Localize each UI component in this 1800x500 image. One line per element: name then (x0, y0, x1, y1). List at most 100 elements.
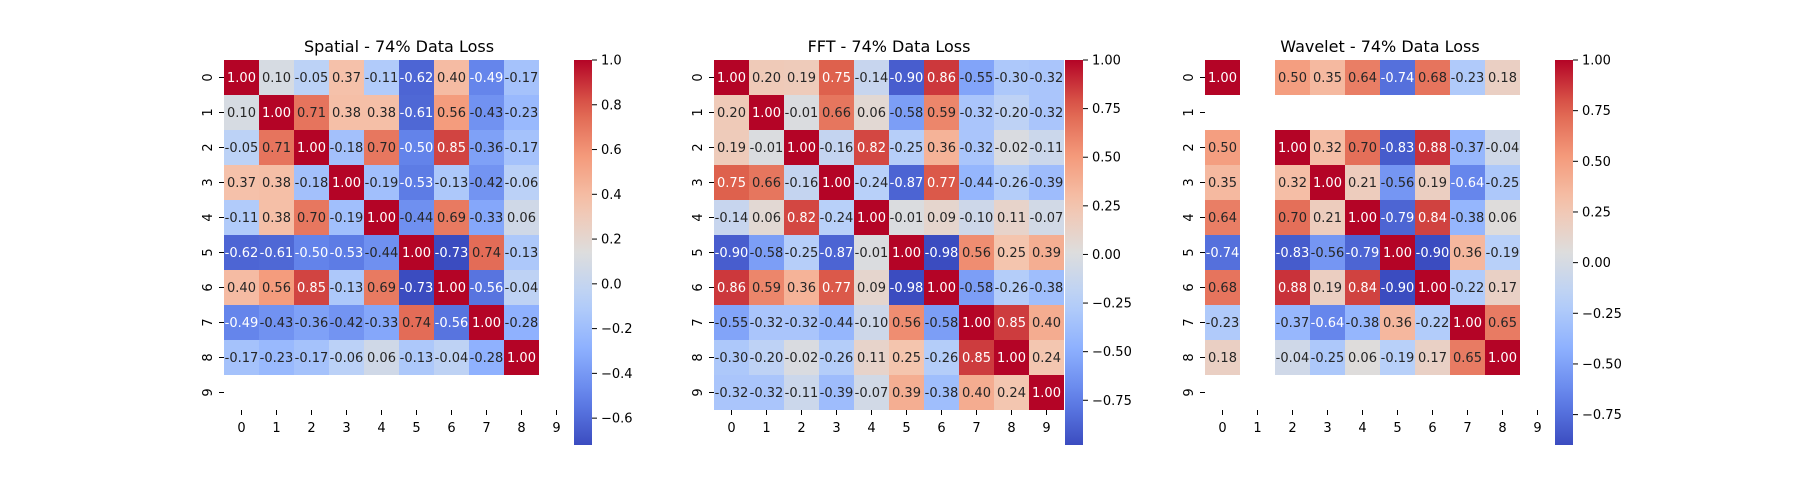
heatmap-cell (1485, 165, 1520, 200)
cell-value-label: -0.44 (960, 176, 994, 191)
heatmap-cell (469, 305, 504, 340)
y-tick-label: 7 (201, 318, 216, 326)
cell-value-label: -0.43 (470, 106, 504, 121)
cell-value-label: -0.14 (855, 71, 889, 86)
heatmap-cell (819, 375, 854, 410)
cell-value-label: -0.32 (1030, 106, 1064, 121)
x-tick-label: 2 (1288, 421, 1296, 436)
heatmap-cell (749, 200, 784, 235)
cell-value-label: 0.56 (962, 246, 991, 261)
colorbar-tick-label: 0.00 (1582, 256, 1611, 271)
heatmap-cell (1275, 130, 1310, 165)
x-tick-label: 6 (447, 421, 455, 436)
cell-value-label: 0.88 (1278, 281, 1307, 296)
heatmap-cell (749, 375, 784, 410)
cell-value-label: -0.36 (470, 141, 504, 156)
cell-value-label: -0.06 (505, 176, 539, 191)
cell-value-label: 0.21 (1348, 176, 1377, 191)
colorbar (1065, 60, 1083, 445)
heatmap-cell (504, 235, 539, 270)
heatmap-cell (1450, 165, 1485, 200)
heatmap-cell (819, 165, 854, 200)
cell-value-label: 0.20 (717, 106, 746, 121)
heatmap-cell (364, 60, 399, 95)
x-tick-label: 8 (517, 421, 525, 436)
heatmap-cell (1415, 130, 1450, 165)
cell-value-label: -0.11 (365, 71, 399, 86)
heatmap-cell (714, 340, 749, 375)
heatmap-cell (749, 165, 784, 200)
heatmap-cell (364, 270, 399, 305)
y-tick-label: 9 (201, 388, 216, 396)
cell-value-label: 0.77 (822, 281, 851, 296)
heatmap-cell (469, 270, 504, 305)
cell-value-label: 0.36 (787, 281, 816, 296)
cell-value-label: -0.62 (225, 246, 259, 261)
cell-value-label: 0.50 (1208, 141, 1237, 156)
heatmap-cell (469, 340, 504, 375)
cell-value-label: -0.32 (750, 316, 784, 331)
colorbar-tick-label: 0.75 (1582, 104, 1611, 119)
y-tick-label: 5 (201, 248, 216, 256)
heatmap-cell (1345, 165, 1380, 200)
x-tick-label: 0 (237, 421, 245, 436)
cell-value-label: -0.04 (1276, 351, 1310, 366)
heatmap-cell (714, 200, 749, 235)
cell-value-label: 0.50 (1278, 71, 1307, 86)
x-tick-label: 6 (1428, 421, 1436, 436)
cell-value-label: -0.25 (785, 246, 819, 261)
cell-value-label: -0.50 (400, 141, 434, 156)
heatmap-cell (714, 270, 749, 305)
cell-value-label: 0.70 (1348, 141, 1377, 156)
chart-title: Wavelet - 74% Data Loss (1280, 37, 1479, 56)
heatmap-cell (329, 165, 364, 200)
colorbar-tick-label: −0.25 (1582, 307, 1622, 322)
heatmap-cell (329, 305, 364, 340)
heatmap-cell (504, 60, 539, 95)
heatmap-cell (1450, 60, 1485, 95)
heatmap-cell (784, 130, 819, 165)
cell-value-label: 1.00 (1208, 71, 1237, 86)
cell-value-label: -0.38 (1346, 316, 1380, 331)
cell-value-label: 0.84 (1348, 281, 1377, 296)
cell-value-label: 0.19 (1418, 176, 1447, 191)
heatmap-cell (224, 95, 259, 130)
cell-value-label: 0.82 (787, 211, 816, 226)
cell-value-label: 0.06 (367, 351, 396, 366)
cell-value-label: -0.73 (400, 281, 434, 296)
x-tick-label: 1 (762, 421, 770, 436)
heatmap-cell (1380, 340, 1415, 375)
heatmap-cell (1275, 60, 1310, 95)
cell-value-label: 1.00 (1313, 176, 1342, 191)
colorbar-tick-label: 0.0 (601, 277, 622, 292)
cell-value-label: -0.53 (330, 246, 364, 261)
heatmap-cell (1380, 130, 1415, 165)
cell-value-label: -0.90 (890, 71, 924, 86)
y-tick-label: 1 (1182, 108, 1197, 116)
heatmap-cell (749, 270, 784, 305)
cell-value-label: 0.35 (1208, 176, 1237, 191)
x-tick-label: 6 (937, 421, 945, 436)
x-tick-label: 7 (482, 421, 490, 436)
heatmap-cell (1415, 165, 1450, 200)
chart-title: Spatial - 74% Data Loss (304, 37, 494, 56)
heatmap-cell (994, 340, 1029, 375)
cell-value-label: 1.00 (1488, 351, 1517, 366)
cell-value-label: -0.26 (820, 351, 854, 366)
heatmap-cell (294, 305, 329, 340)
heatmap-cell (1415, 305, 1450, 340)
heatmap-cell (224, 270, 259, 305)
cell-value-label: -0.13 (400, 351, 434, 366)
colorbar-tick-label: −0.6 (601, 412, 633, 427)
cell-value-label: 0.75 (822, 71, 851, 86)
cell-value-label: 0.18 (1488, 71, 1517, 86)
cell-value-label: 1.00 (507, 351, 536, 366)
heatmap-cell (819, 130, 854, 165)
heatmap-cell (784, 305, 819, 340)
heatmap-cell (504, 270, 539, 305)
heatmap-cell (959, 130, 994, 165)
cell-value-label: -0.01 (750, 141, 784, 156)
heatmap-cell (469, 60, 504, 95)
cell-value-label: -0.73 (435, 246, 469, 261)
heatmap-cell (819, 305, 854, 340)
